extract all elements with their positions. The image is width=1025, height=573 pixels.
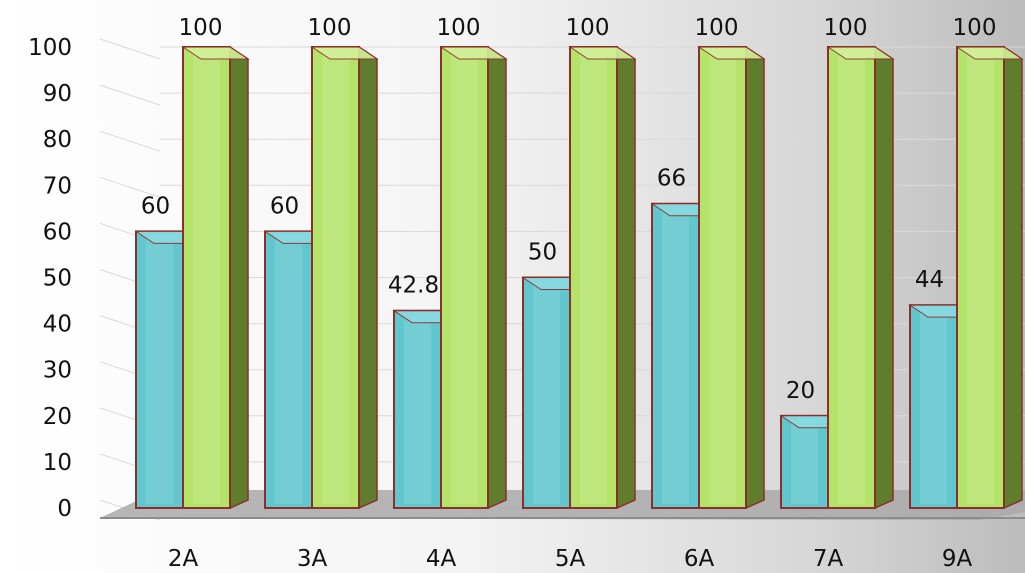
y-tick-label: 80	[43, 127, 72, 153]
data-label-series-1: 44	[915, 267, 944, 293]
gridline-slant	[99, 176, 161, 198]
x-category-label: 5A	[555, 546, 586, 572]
x-category-label: 4A	[426, 546, 457, 572]
data-label-series-1: 60	[270, 193, 299, 219]
data-label-series-1: 66	[657, 166, 686, 192]
x-category-label: 2A	[168, 546, 199, 572]
data-label-series-2: 100	[566, 15, 610, 41]
y-tick-label: 40	[43, 312, 72, 338]
gridline-slant	[99, 130, 161, 152]
y-tick-label: 70	[43, 173, 72, 199]
data-label-series-1: 20	[786, 378, 815, 404]
bar-series-2	[826, 45, 895, 510]
y-tick-label: 60	[43, 219, 72, 245]
bars	[134, 45, 1024, 510]
y-tick-label: 20	[43, 404, 72, 430]
bar-series-2	[955, 45, 1024, 510]
x-category-label: 9A	[942, 546, 973, 572]
bar-series-2	[439, 45, 508, 510]
data-label-series-1: 50	[528, 240, 557, 266]
data-label-series-2: 100	[437, 15, 481, 41]
data-label-series-2: 100	[179, 15, 223, 41]
data-label-series-1: 60	[141, 193, 170, 219]
x-category-label: 3A	[297, 546, 328, 572]
data-label-series-2: 100	[695, 15, 739, 41]
y-tick-label: 90	[43, 81, 72, 107]
y-tick-label: 10	[43, 450, 72, 476]
bar-series-2	[181, 45, 250, 510]
data-label-series-2: 100	[953, 15, 997, 41]
y-tick-label: 100	[28, 35, 72, 61]
bar-series-2	[310, 45, 379, 510]
bar-series-2	[568, 45, 637, 510]
y-axis-tick-labels: 0 10 20 30 40 50 60 70 80 90 100	[28, 35, 72, 522]
gridline-slant	[99, 38, 161, 60]
bar-series-2	[697, 45, 766, 510]
data-label-series-2: 100	[824, 15, 868, 41]
data-label-series-1: 42.8	[388, 273, 439, 299]
y-tick-label: 30	[43, 358, 72, 384]
y-tick-label: 50	[43, 266, 72, 292]
x-category-label: 6A	[684, 546, 715, 572]
gridline-slant	[99, 84, 161, 106]
x-category-label: 7A	[813, 546, 844, 572]
y-tick-label: 0	[57, 496, 72, 522]
data-labels: 60 100 60 100 42.8 100 50 100 66 100 20 100 44 100	[141, 15, 997, 404]
data-label-series-2: 100	[308, 15, 352, 41]
x-axis-category-labels: 2A 3A 4A 5A 6A 7A 9A	[168, 546, 973, 572]
